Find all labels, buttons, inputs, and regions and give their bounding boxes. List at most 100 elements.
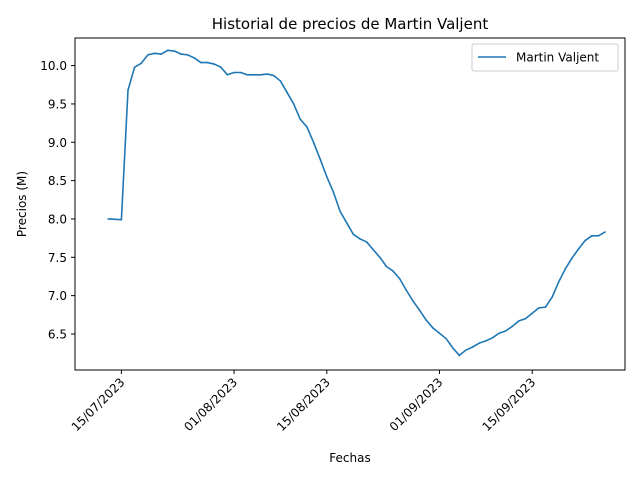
data-point (213, 63, 215, 65)
data-point (498, 332, 500, 335)
data-point (186, 54, 189, 56)
data-point (604, 231, 606, 233)
data-point (471, 346, 474, 348)
legend-label: Martin Valjent (516, 51, 599, 65)
data-point (173, 50, 176, 52)
data-point (518, 320, 520, 322)
x-tick-label: 15/09/2023 (480, 375, 539, 434)
data-point (438, 332, 441, 335)
legend: Martin Valjent (471, 43, 619, 72)
data-point (451, 346, 454, 349)
data-point (491, 337, 494, 339)
data-point (531, 312, 534, 315)
x-tick-label: 01/09/2023 (387, 375, 446, 434)
data-point (140, 62, 143, 65)
data-point (465, 349, 467, 351)
data-point (385, 265, 388, 268)
data-point (538, 307, 540, 309)
y-tick-label: 10.0 (40, 59, 67, 73)
data-point (418, 309, 421, 311)
data-point (206, 61, 209, 64)
data-point (485, 340, 487, 342)
data-point (233, 71, 235, 74)
data-point (180, 53, 182, 55)
data-point (292, 103, 295, 105)
data-point (259, 74, 262, 76)
data-point (557, 281, 560, 283)
data-point (339, 210, 341, 213)
legend-box (471, 43, 619, 72)
y-tick-label: 8.5 (48, 174, 67, 188)
data-point (279, 80, 282, 82)
data-point (564, 267, 567, 270)
data-point (365, 241, 368, 243)
series-line-martin-valjent (108, 49, 606, 357)
x-tick-label: 15/07/2023 (69, 375, 128, 434)
data-point (379, 256, 381, 259)
data-point (306, 126, 308, 128)
data-point (246, 74, 249, 76)
y-tick-label: 9.0 (48, 136, 67, 150)
chart-title: Historial de precios de Martin Valjent (212, 15, 489, 33)
data-point (286, 91, 288, 94)
data-point (352, 233, 355, 236)
data-point (432, 327, 434, 329)
y-tick-label: 7.0 (48, 289, 67, 303)
data-point (200, 61, 202, 64)
data-point (412, 300, 414, 302)
data-point (524, 317, 527, 320)
data-point (332, 191, 335, 193)
y-tick-label: 9.5 (48, 97, 67, 111)
data-point (193, 57, 196, 59)
data-point (253, 74, 255, 76)
data-point (147, 54, 149, 56)
data-point (266, 73, 268, 75)
data-point (166, 49, 169, 52)
x-tick-label: 15/08/2023 (274, 375, 333, 434)
data-point (445, 337, 447, 340)
x-axis-ticks: 15/07/2023 01/08/2023 15/08/2023 01/09/2023… (69, 370, 539, 434)
data-point (405, 289, 408, 292)
data-point (226, 74, 229, 76)
data-point (577, 248, 580, 250)
data-point (458, 354, 461, 357)
data-point (544, 306, 547, 308)
data-point (273, 74, 275, 77)
y-axis-ticks: 6.5 7.0 7.5 8.0 8.5 9.0 9.5 10.0 (40, 59, 75, 341)
data-point (392, 270, 394, 272)
x-tick-label: 01/08/2023 (181, 375, 240, 434)
data-point (326, 175, 328, 178)
data-point (359, 238, 361, 240)
series-points (107, 49, 606, 357)
data-point (107, 218, 109, 220)
data-point (372, 248, 374, 251)
data-point (133, 66, 136, 68)
plot-frame (74, 37, 626, 371)
y-axis-label: Precios (M) (15, 171, 29, 237)
data-point (584, 239, 587, 242)
data-point (571, 257, 573, 259)
data-point (398, 277, 401, 280)
data-point (511, 325, 514, 328)
y-tick-label: 8.0 (48, 212, 67, 226)
data-point (312, 141, 315, 144)
data-point (299, 118, 302, 121)
data-point (120, 218, 123, 221)
data-point (153, 52, 156, 55)
data-point (239, 71, 242, 74)
data-point (425, 319, 428, 321)
data-point (478, 342, 481, 344)
data-point (504, 330, 507, 332)
y-tick-label: 6.5 (48, 327, 67, 341)
data-point (319, 158, 321, 160)
data-point (597, 235, 600, 237)
data-point (219, 66, 222, 68)
data-point (551, 296, 553, 298)
data-point (127, 89, 129, 91)
y-tick-label: 7.5 (48, 251, 67, 265)
data-point (160, 53, 162, 55)
data-point (591, 235, 593, 237)
data-point (345, 221, 348, 224)
x-axis-label: Fechas (329, 451, 370, 465)
